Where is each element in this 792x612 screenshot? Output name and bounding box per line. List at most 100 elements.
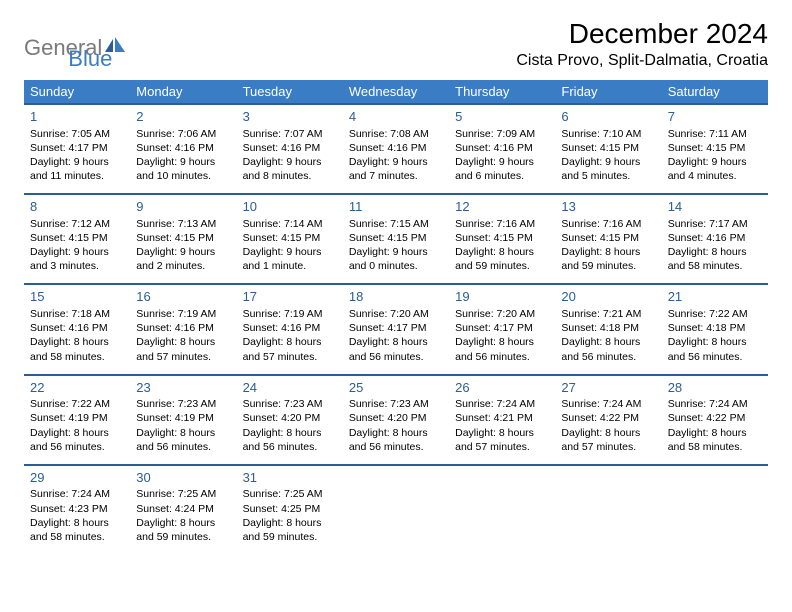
brand-logo: General Blue [24, 18, 112, 72]
calendar-cell: 12Sunrise: 7:16 AMSunset: 4:15 PMDayligh… [449, 194, 555, 284]
daylight2-text: and 58 minutes. [668, 440, 762, 454]
calendar-row: 15Sunrise: 7:18 AMSunset: 4:16 PMDayligh… [24, 284, 768, 374]
daylight1-text: Daylight: 9 hours [561, 155, 655, 169]
sunrise-text: Sunrise: 7:10 AM [561, 127, 655, 141]
header: General Blue December 2024 Cista Provo, … [24, 18, 768, 72]
calendar-cell [343, 465, 449, 554]
day-number: 12 [455, 198, 549, 216]
daylight2-text: and 56 minutes. [30, 440, 124, 454]
daylight2-text: and 56 minutes. [349, 440, 443, 454]
weekday-header: Wednesday [343, 80, 449, 104]
sunrise-text: Sunrise: 7:18 AM [30, 307, 124, 321]
sunrise-text: Sunrise: 7:25 AM [136, 487, 230, 501]
daylight1-text: Daylight: 9 hours [349, 155, 443, 169]
day-number: 16 [136, 288, 230, 306]
daylight1-text: Daylight: 8 hours [668, 245, 762, 259]
daylight2-text: and 57 minutes. [455, 440, 549, 454]
sunrise-text: Sunrise: 7:05 AM [30, 127, 124, 141]
daylight2-text: and 56 minutes. [455, 350, 549, 364]
day-number: 22 [30, 379, 124, 397]
sunset-text: Sunset: 4:21 PM [455, 411, 549, 425]
day-number: 6 [561, 108, 655, 126]
daylight2-text: and 58 minutes. [30, 350, 124, 364]
sunset-text: Sunset: 4:20 PM [243, 411, 337, 425]
calendar-cell: 18Sunrise: 7:20 AMSunset: 4:17 PMDayligh… [343, 284, 449, 374]
sunrise-text: Sunrise: 7:19 AM [243, 307, 337, 321]
sunrise-text: Sunrise: 7:16 AM [455, 217, 549, 231]
daylight1-text: Daylight: 8 hours [668, 335, 762, 349]
sunrise-text: Sunrise: 7:13 AM [136, 217, 230, 231]
day-number: 1 [30, 108, 124, 126]
sunset-text: Sunset: 4:15 PM [561, 231, 655, 245]
day-number: 30 [136, 469, 230, 487]
sunset-text: Sunset: 4:15 PM [349, 231, 443, 245]
calendar-cell: 29Sunrise: 7:24 AMSunset: 4:23 PMDayligh… [24, 465, 130, 554]
calendar-cell: 24Sunrise: 7:23 AMSunset: 4:20 PMDayligh… [237, 375, 343, 465]
daylight2-text: and 58 minutes. [668, 259, 762, 273]
day-number: 20 [561, 288, 655, 306]
sunrise-text: Sunrise: 7:25 AM [243, 487, 337, 501]
weekday-header: Thursday [449, 80, 555, 104]
daylight2-text: and 56 minutes. [349, 350, 443, 364]
calendar-cell: 19Sunrise: 7:20 AMSunset: 4:17 PMDayligh… [449, 284, 555, 374]
daylight2-text: and 56 minutes. [243, 440, 337, 454]
daylight2-text: and 56 minutes. [561, 350, 655, 364]
day-number: 7 [668, 108, 762, 126]
daylight1-text: Daylight: 8 hours [136, 426, 230, 440]
calendar-cell: 15Sunrise: 7:18 AMSunset: 4:16 PMDayligh… [24, 284, 130, 374]
sunrise-text: Sunrise: 7:24 AM [668, 397, 762, 411]
calendar-cell: 4Sunrise: 7:08 AMSunset: 4:16 PMDaylight… [343, 104, 449, 194]
daylight2-text: and 10 minutes. [136, 169, 230, 183]
calendar-cell: 3Sunrise: 7:07 AMSunset: 4:16 PMDaylight… [237, 104, 343, 194]
calendar-cell: 22Sunrise: 7:22 AMSunset: 4:19 PMDayligh… [24, 375, 130, 465]
sunrise-text: Sunrise: 7:19 AM [136, 307, 230, 321]
daylight2-text: and 56 minutes. [668, 350, 762, 364]
calendar-row: 22Sunrise: 7:22 AMSunset: 4:19 PMDayligh… [24, 375, 768, 465]
sunset-text: Sunset: 4:15 PM [455, 231, 549, 245]
sunset-text: Sunset: 4:18 PM [561, 321, 655, 335]
daylight2-text: and 59 minutes. [455, 259, 549, 273]
daylight2-text: and 2 minutes. [136, 259, 230, 273]
daylight2-text: and 1 minute. [243, 259, 337, 273]
sunset-text: Sunset: 4:16 PM [668, 231, 762, 245]
daylight1-text: Daylight: 8 hours [561, 426, 655, 440]
daylight2-text: and 57 minutes. [243, 350, 337, 364]
daylight2-text: and 57 minutes. [561, 440, 655, 454]
weekday-header: Monday [130, 80, 236, 104]
sunset-text: Sunset: 4:24 PM [136, 502, 230, 516]
sunrise-text: Sunrise: 7:21 AM [561, 307, 655, 321]
daylight2-text: and 3 minutes. [30, 259, 124, 273]
daylight1-text: Daylight: 8 hours [243, 335, 337, 349]
daylight1-text: Daylight: 9 hours [668, 155, 762, 169]
day-number: 19 [455, 288, 549, 306]
daylight2-text: and 4 minutes. [668, 169, 762, 183]
weekday-header: Sunday [24, 80, 130, 104]
calendar-cell [662, 465, 768, 554]
sunrise-text: Sunrise: 7:22 AM [30, 397, 124, 411]
daylight1-text: Daylight: 8 hours [243, 516, 337, 530]
sunset-text: Sunset: 4:16 PM [243, 141, 337, 155]
daylight1-text: Daylight: 8 hours [30, 335, 124, 349]
daylight1-text: Daylight: 8 hours [561, 245, 655, 259]
daylight1-text: Daylight: 9 hours [136, 155, 230, 169]
calendar-cell: 16Sunrise: 7:19 AMSunset: 4:16 PMDayligh… [130, 284, 236, 374]
daylight1-text: Daylight: 8 hours [455, 426, 549, 440]
calendar-cell: 10Sunrise: 7:14 AMSunset: 4:15 PMDayligh… [237, 194, 343, 284]
sunset-text: Sunset: 4:15 PM [243, 231, 337, 245]
sunset-text: Sunset: 4:15 PM [668, 141, 762, 155]
sunrise-text: Sunrise: 7:15 AM [349, 217, 443, 231]
day-number: 8 [30, 198, 124, 216]
calendar-cell: 26Sunrise: 7:24 AMSunset: 4:21 PMDayligh… [449, 375, 555, 465]
calendar-cell: 28Sunrise: 7:24 AMSunset: 4:22 PMDayligh… [662, 375, 768, 465]
calendar-cell: 27Sunrise: 7:24 AMSunset: 4:22 PMDayligh… [555, 375, 661, 465]
calendar-cell: 20Sunrise: 7:21 AMSunset: 4:18 PMDayligh… [555, 284, 661, 374]
day-number: 28 [668, 379, 762, 397]
sunset-text: Sunset: 4:20 PM [349, 411, 443, 425]
daylight1-text: Daylight: 8 hours [136, 516, 230, 530]
calendar-cell: 6Sunrise: 7:10 AMSunset: 4:15 PMDaylight… [555, 104, 661, 194]
day-number: 9 [136, 198, 230, 216]
calendar-cell: 25Sunrise: 7:23 AMSunset: 4:20 PMDayligh… [343, 375, 449, 465]
calendar-cell: 1Sunrise: 7:05 AMSunset: 4:17 PMDaylight… [24, 104, 130, 194]
day-number: 14 [668, 198, 762, 216]
daylight1-text: Daylight: 9 hours [243, 155, 337, 169]
